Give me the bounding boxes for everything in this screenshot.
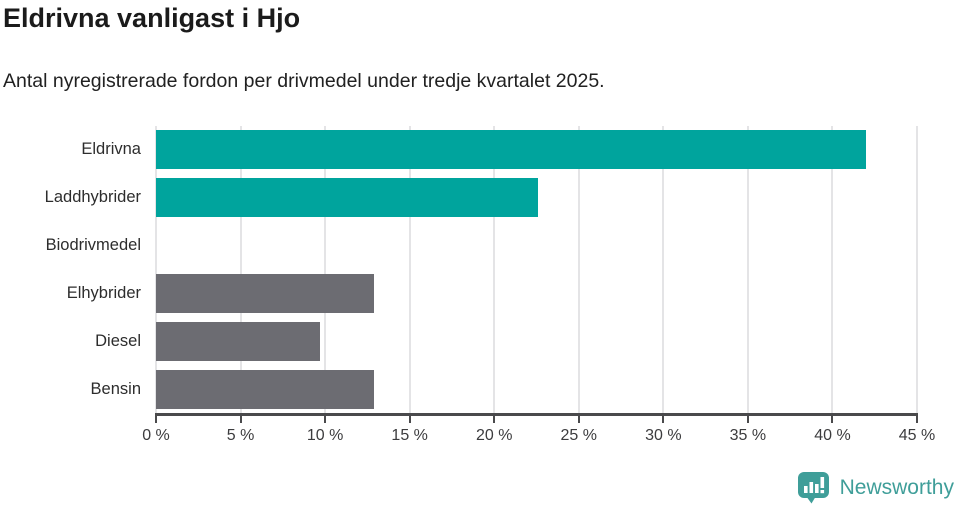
gridline bbox=[831, 126, 834, 413]
chart-subtitle: Antal nyregistrerade fordon per drivmede… bbox=[3, 70, 605, 92]
x-axis-tick-label: 20 % bbox=[475, 427, 513, 444]
bar-bensin bbox=[156, 369, 375, 409]
gridline bbox=[916, 126, 918, 413]
gridline bbox=[577, 126, 580, 413]
category-label: Laddhybrider bbox=[44, 188, 141, 207]
x-axis-tick-label: 15 % bbox=[391, 427, 428, 444]
bar-eldrivna bbox=[156, 130, 867, 170]
x-axis-tick bbox=[155, 416, 157, 423]
gridline bbox=[746, 126, 749, 413]
category-label: Bensin bbox=[90, 379, 141, 398]
x-axis-tick-label: 5 % bbox=[226, 427, 255, 444]
gridline bbox=[324, 126, 327, 413]
x-axis-tick-label: 0 % bbox=[142, 427, 170, 444]
category-label: Diesel bbox=[95, 331, 141, 350]
category-label: Biodrivmedel bbox=[45, 236, 141, 255]
gridline bbox=[493, 126, 496, 413]
newsworthy-logo-icon bbox=[797, 472, 829, 504]
x-axis-tick bbox=[746, 416, 749, 423]
x-axis-tick bbox=[662, 416, 665, 423]
gridline bbox=[662, 126, 665, 413]
x-axis-tick-label: 40 % bbox=[814, 427, 851, 444]
x-axis-tick bbox=[916, 416, 918, 423]
category-label: Eldrivna bbox=[81, 140, 141, 159]
chart-title: Eldrivna vanligast i Hjo bbox=[3, 3, 301, 33]
x-axis-tick-label: 30 % bbox=[645, 427, 682, 444]
newsworthy-brand-text: Newsworthy bbox=[839, 475, 954, 499]
gridline bbox=[155, 126, 157, 413]
x-axis-line bbox=[155, 413, 918, 416]
x-axis-tick bbox=[831, 416, 834, 423]
x-axis-tick-label: 25 % bbox=[560, 427, 597, 444]
x-axis-tick bbox=[239, 416, 242, 423]
x-axis-tick bbox=[577, 416, 580, 423]
x-axis-tick bbox=[493, 416, 496, 423]
newsworthy-brand: Newsworthy bbox=[795, 471, 954, 504]
gridline bbox=[239, 126, 242, 413]
category-label: Elhybrider bbox=[66, 283, 141, 302]
bar-laddhybrider bbox=[156, 178, 539, 218]
x-axis-tick bbox=[324, 416, 327, 423]
x-axis-tick-label: 35 % bbox=[729, 427, 767, 444]
x-axis-tick bbox=[408, 416, 411, 423]
x-axis-tick-label: 10 % bbox=[306, 427, 344, 444]
bar-chart: Eldrivna Laddhybrider Biodrivmedel Elhybrid… bbox=[0, 126, 960, 446]
bar-elhybrider bbox=[156, 273, 375, 313]
x-axis-tick-label: 45 % bbox=[898, 427, 936, 444]
bar-diesel bbox=[156, 321, 321, 361]
plot-area bbox=[155, 126, 918, 413]
gridline bbox=[408, 126, 411, 413]
y-axis-labels: Eldrivna Laddhybrider Biodrivmedel Elhybrid… bbox=[0, 126, 141, 413]
